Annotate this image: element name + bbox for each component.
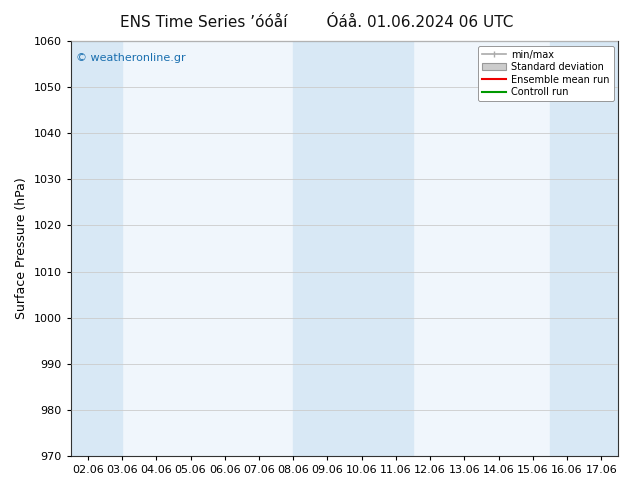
Bar — [71, 41, 122, 456]
Y-axis label: Surface Pressure (hPa): Surface Pressure (hPa) — [15, 178, 28, 319]
Legend: min/max, Standard deviation, Ensemble mean run, Controll run: min/max, Standard deviation, Ensemble me… — [478, 46, 614, 101]
Text: © weatheronline.gr: © weatheronline.gr — [76, 53, 186, 64]
Text: ENS Time Series ʼóóåí        Óáå. 01.06.2024 06 UTC: ENS Time Series ʼóóåí Óáå. 01.06.2024 06… — [120, 15, 514, 30]
Bar — [294, 41, 413, 456]
Bar — [550, 41, 619, 456]
